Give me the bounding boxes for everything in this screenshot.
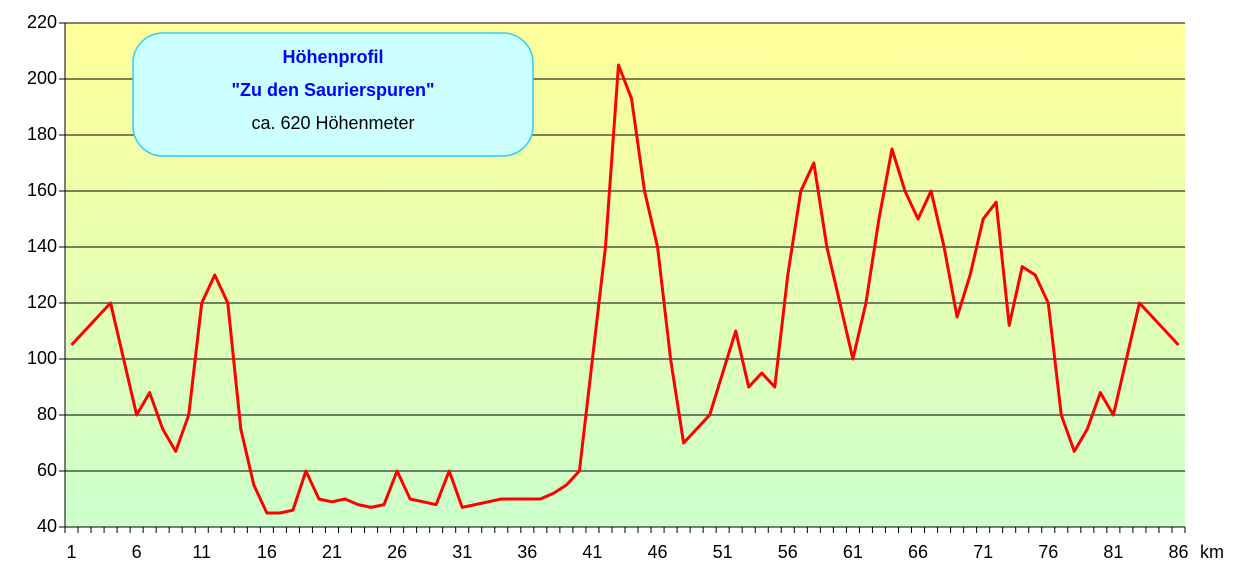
x-tick-label: 1 xyxy=(67,542,77,562)
y-tick-label: 120 xyxy=(27,292,57,312)
x-tick-label: 66 xyxy=(908,542,928,562)
x-tick-label: 86 xyxy=(1168,542,1188,562)
annotation-subtitle: "Zu den Saurierspuren" xyxy=(231,80,434,100)
x-tick-label: 41 xyxy=(582,542,602,562)
x-tick-label: 46 xyxy=(648,542,668,562)
x-tick-label: 71 xyxy=(973,542,993,562)
x-tick-label: 6 xyxy=(132,542,142,562)
x-tick-label: 11 xyxy=(192,542,211,562)
y-tick-label: 160 xyxy=(27,180,57,200)
y-tick-label: 180 xyxy=(27,124,57,144)
x-tick-label: 16 xyxy=(257,542,277,562)
annotation-note: ca. 620 Höhenmeter xyxy=(251,113,414,133)
y-tick-label: 60 xyxy=(37,460,57,480)
x-tick-label: 36 xyxy=(517,542,537,562)
y-tick-label: 220 xyxy=(27,12,57,32)
annotation-box xyxy=(132,32,534,157)
y-tick-label: 140 xyxy=(27,236,57,256)
line-series xyxy=(70,63,1180,515)
x-tick-label: 31 xyxy=(452,542,472,562)
x-tick-label: 56 xyxy=(778,542,798,562)
x-tick-label: 76 xyxy=(1038,542,1058,562)
x-tick-label: 81 xyxy=(1103,542,1123,562)
y-tick-label: 100 xyxy=(27,348,57,368)
y-tick-label: 200 xyxy=(27,68,57,88)
x-tick-label: 26 xyxy=(387,542,407,562)
x-tick-label: 21 xyxy=(322,542,342,562)
y-tick-label: 80 xyxy=(37,404,57,424)
x-tick-label: 61 xyxy=(843,542,863,562)
annotation-title: Höhenprofil xyxy=(283,47,384,67)
x-axis-label: km xyxy=(1200,542,1224,562)
y-tick-label: 40 xyxy=(37,516,57,536)
x-tick-label: 51 xyxy=(713,542,733,562)
